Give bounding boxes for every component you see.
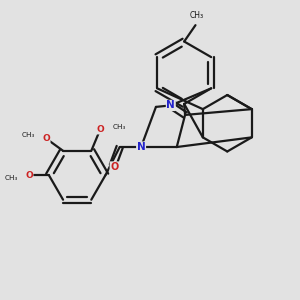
Text: O: O bbox=[42, 134, 50, 143]
Text: N: N bbox=[137, 142, 146, 152]
Text: O: O bbox=[25, 171, 33, 180]
Text: O: O bbox=[96, 125, 104, 134]
Text: N: N bbox=[167, 100, 175, 110]
Text: O: O bbox=[110, 162, 118, 172]
Text: CH₃: CH₃ bbox=[113, 124, 126, 130]
Text: CH₃: CH₃ bbox=[22, 132, 35, 138]
Text: CH₃: CH₃ bbox=[4, 175, 18, 181]
Text: CH₃: CH₃ bbox=[190, 11, 204, 20]
